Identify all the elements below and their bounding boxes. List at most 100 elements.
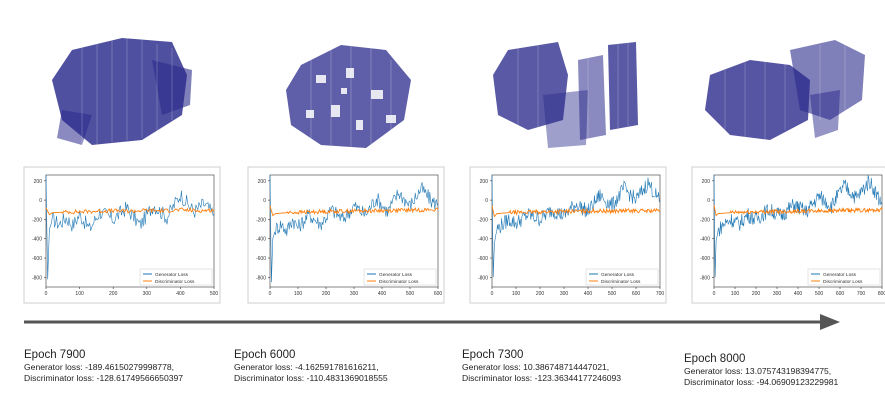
x-tick-label: 600 [434, 291, 443, 297]
x-tick-label: 700 [857, 291, 866, 297]
generator-loss-line [45, 174, 215, 280]
loss-chart-4: 200 0 -200 -400 -600 -800 0 100 200 300 400 500 600 7… [690, 165, 885, 305]
plot-area [491, 174, 661, 288]
loss-chart-svg-4: 200 0 -200 -400 -600 -800 0 100 200 300 400 500 600 7… [691, 166, 885, 304]
x-tick-label: 600 [632, 291, 641, 297]
generator-loss-text-3: Generator loss: 10.386748714447021, [462, 362, 610, 372]
x-tick-label: 300 [350, 291, 359, 297]
x-tick-label: 100 [75, 291, 84, 297]
panel-epoch-8000: 200 0 -200 -400 -600 -800 0 100 200 300 400 500 600 7… [690, 0, 885, 408]
voxel-render-2 [286, 45, 411, 148]
x-tick-label: 0 [269, 291, 272, 297]
discriminator-loss-text-4: Discriminator loss: -94.06909123229981 [684, 376, 839, 387]
legend-box [139, 268, 213, 286]
y-tick-label: -800 [32, 275, 42, 281]
x-tick-label: 400 [378, 291, 387, 297]
discriminator-loss-line [713, 204, 883, 217]
epoch-label-2: Epoch 6000 [234, 349, 296, 361]
voxel-shape-3 [493, 42, 638, 148]
x-tick-label: 200 [752, 291, 761, 297]
legend-label: Generator Loss [601, 272, 635, 278]
timeline-arrow-head [820, 314, 840, 330]
x-tick-label: 500 [406, 291, 415, 297]
generator-loss-text-4: Generator loss: 13.075743198394775, [684, 366, 832, 376]
loss-chart-svg-3: 200 0 -200 -400 -600 -800 0 100 200 300 400 500 600 7… [469, 166, 667, 304]
voxel-render-3 [493, 42, 638, 148]
discriminator-loss-line [269, 205, 439, 217]
generator-loss-line [713, 174, 883, 278]
timeline-arrow [24, 314, 840, 330]
legend-label: Generator Loss [379, 272, 413, 278]
y-tick-label: 0 [39, 198, 42, 204]
y-tick-label: 200 [702, 179, 711, 185]
y-tick-label: -400 [32, 237, 42, 243]
discriminator-loss-text-1: Discriminator loss: -128.61749566650397 [24, 372, 184, 383]
voxel-render-1 [52, 38, 192, 145]
loss-chart-1: 200 0 -200 -400 -600 -800 0 100 200 300 400 500 Gene… [22, 165, 222, 305]
loss-chart-3: 200 0 -200 -400 -600 -800 0 100 200 300 400 500 600 7… [468, 165, 668, 305]
x-tick-label: 100 [512, 291, 521, 297]
loss-chart-svg-1: 200 0 -200 -400 -600 -800 0 100 200 300 400 500 Gene… [23, 166, 221, 304]
y-tick-label: 200 [258, 179, 267, 185]
y-tick-label: -800 [256, 275, 266, 281]
x-tick-label: 500 [815, 291, 824, 297]
voxel-render-4 [705, 40, 865, 140]
voxel-shape-1 [52, 38, 192, 145]
x-tick-label: 200 [322, 291, 331, 297]
legend-label: Discriminator Loss [155, 279, 195, 285]
x-tick-label: 200 [536, 291, 545, 297]
panel-epoch-6000: 200 0 -200 -400 -600 -800 0 100 200 300 400 500 600 G… [246, 0, 446, 408]
caption-1: Epoch 7900 Generator loss: -189.46150279… [24, 348, 244, 383]
x-tick-label: 700 [656, 291, 665, 297]
epoch-label-1: Epoch 7900 [24, 349, 86, 361]
y-tick-label: -200 [256, 217, 266, 223]
x-tick-label: 400 [794, 291, 803, 297]
y-tick-label: 0 [485, 198, 488, 204]
legend-box [585, 268, 659, 286]
x-tick-label: 300 [143, 291, 152, 297]
legend-label: Discriminator Loss [823, 279, 863, 285]
plot-area [45, 174, 215, 288]
loss-chart-svg-2: 200 0 -200 -400 -600 -800 0 100 200 300 400 500 600 G… [247, 166, 445, 304]
generator-loss-line [491, 174, 661, 278]
caption-2: Epoch 6000 Generator loss: -4.1625917816… [234, 348, 454, 383]
legend-label: Discriminator Loss [379, 279, 419, 285]
discriminator-loss-text-2: Discriminator loss: -110.4831369018555 [234, 372, 388, 383]
x-tick-label: 300 [560, 291, 569, 297]
y-tick-label: -600 [700, 256, 710, 262]
panel-epoch-7300: 200 0 -200 -400 -600 -800 0 100 200 300 400 500 600 7… [468, 0, 668, 408]
x-tick-label: 100 [731, 291, 740, 297]
epoch-label-4: Epoch 8000 [684, 353, 746, 365]
y-tick-label: 0 [707, 198, 710, 204]
loss-chart-2: 200 0 -200 -400 -600 -800 0 100 200 300 400 500 600 G… [246, 165, 446, 305]
voxel-shape-4 [705, 40, 865, 140]
y-tick-label: -600 [478, 256, 488, 262]
legend-label: Generator Loss [823, 272, 857, 278]
generator-loss-text-2: Generator loss: -4.162591781616211, [234, 362, 379, 372]
y-tick-label: -400 [700, 237, 710, 243]
y-tick-label: -200 [478, 217, 488, 223]
y-tick-label: -200 [32, 217, 42, 223]
epoch-label-3: Epoch 7300 [462, 349, 524, 361]
x-tick-label: 300 [773, 291, 782, 297]
discriminator-loss-line [491, 205, 661, 218]
y-tick-label: -400 [256, 237, 266, 243]
generator-loss-line [269, 174, 439, 283]
discriminator-loss-line [45, 207, 215, 216]
discriminator-loss-text-3: Discriminator loss: -123.36344177246093 [462, 372, 622, 383]
y-tick-label: -800 [478, 275, 488, 281]
x-tick-label: 200 [109, 291, 118, 297]
x-tick-label: 100 [294, 291, 303, 297]
panel-epoch-7900: 200 0 -200 -400 -600 -800 0 100 200 300 400 500 Gene… [22, 0, 222, 408]
voxel-shape-2 [286, 45, 411, 148]
legend-box [807, 268, 881, 286]
x-tick-label: 600 [836, 291, 845, 297]
legend-label: Discriminator Loss [601, 279, 641, 285]
x-tick-label: 800 [878, 291, 885, 297]
y-tick-label: 200 [480, 179, 489, 185]
y-tick-label: 0 [263, 198, 266, 204]
